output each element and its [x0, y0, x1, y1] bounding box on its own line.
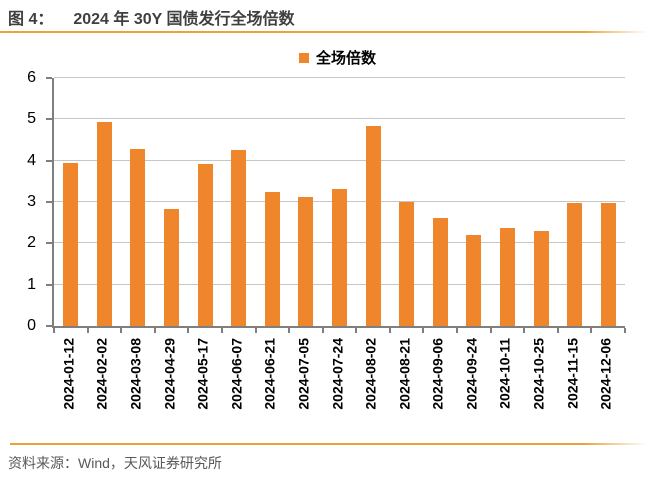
bar: [63, 162, 79, 326]
y-axis-tick-mark: [46, 118, 52, 121]
legend: 全场倍数: [52, 47, 623, 68]
x-axis-tick-mark: [388, 328, 391, 333]
x-axis-tick-mark: [556, 328, 559, 333]
y-axis-tick-label: 4: [27, 151, 36, 169]
bar: [231, 150, 247, 326]
figure-label: 图 4：: [8, 11, 54, 28]
legend-label: 全场倍数: [315, 50, 376, 67]
x-axis-tick-mark: [254, 328, 257, 333]
bar: [332, 188, 347, 326]
bar: [298, 197, 314, 326]
x-axis-tick-mark: [355, 328, 358, 333]
x-axis-tick-mark: [53, 328, 55, 333]
y-axis-tick-label: 0: [27, 317, 36, 334]
x-axis: 2024-01-12 2024-02-02 2024-03-08 2024-04-29…: [52, 338, 623, 440]
title-divider: [0, 31, 648, 33]
x-axis-tick-mark: [86, 328, 89, 333]
y-axis-tick-mark: [46, 201, 52, 203]
y-axis-tick-mark: [46, 77, 52, 79]
y-axis-tick-label: 6: [27, 69, 36, 86]
x-axis-label: 2024-03-08: [127, 338, 144, 410]
x-axis-tick-mark: [187, 328, 190, 333]
y-axis-tick-label: 5: [27, 110, 36, 128]
source-text: 资料来源：Wind，天风证券研究所: [8, 455, 222, 471]
x-axis-label: 2024-09-24: [463, 338, 480, 410]
x-axis-label: 2024-06-07: [228, 338, 245, 410]
x-axis-label: 2024-07-24: [328, 338, 345, 410]
x-axis-label: 2024-05-17: [194, 338, 211, 410]
x-axis-label: 2024-08-21: [395, 338, 412, 410]
bar: [600, 203, 616, 326]
x-axis-tick-mark: [288, 328, 291, 333]
y-axis-tick-mark: [46, 242, 52, 245]
x-axis-label: 2024-12-06: [597, 338, 614, 410]
bar: [130, 148, 146, 326]
x-axis-label: 2024-11-15: [563, 338, 580, 409]
y-axis-tick-mark: [46, 325, 52, 327]
y-axis-tick-label: 1: [27, 275, 36, 293]
x-axis-label: 2024-10-25: [530, 338, 547, 410]
x-axis-tick-mark: [489, 328, 492, 333]
legend-swatch-icon: [298, 52, 309, 63]
x-axis-tick-mark: [624, 328, 626, 333]
x-axis-label: 2024-09-06: [429, 338, 446, 410]
y-axis: 0 1 2 3 4 5 6: [0, 70, 52, 334]
x-axis-tick-mark: [153, 328, 156, 333]
bar: [164, 209, 180, 326]
x-axis-label: 2024-04-29: [160, 338, 177, 410]
gridline: [54, 77, 625, 78]
chart-header: 图 4： 2024 年 30Y 国债发行全场倍数: [8, 5, 294, 29]
bar: [432, 217, 448, 326]
x-axis-tick-mark: [422, 328, 425, 333]
x-axis-label: 2024-06-21: [261, 338, 278, 410]
x-axis-tick-mark: [456, 328, 459, 333]
y-axis-tick-label: 3: [27, 193, 36, 210]
bar: [399, 201, 415, 326]
y-axis-tick-mark: [46, 159, 52, 162]
bar: [197, 164, 213, 326]
gridline: [54, 159, 625, 161]
x-axis-tick-mark: [120, 328, 123, 333]
bar: [533, 231, 549, 326]
y-axis-tick-mark: [46, 283, 52, 286]
bar: [499, 228, 515, 326]
bar: [466, 235, 482, 326]
plot-area: [52, 77, 626, 333]
gridline: [54, 118, 625, 120]
x-axis-label: 2024-08-02: [362, 338, 379, 410]
x-axis-tick-mark: [590, 328, 593, 333]
x-axis-tick-mark: [321, 328, 324, 333]
x-axis-label: 2024-02-02: [93, 338, 110, 410]
bar: [264, 192, 280, 326]
x-axis-label: 2024-01-12: [60, 338, 77, 410]
x-axis-label: 2024-10-11: [496, 338, 513, 409]
footer-divider: [10, 443, 648, 445]
x-axis-tick-mark: [523, 328, 526, 333]
page-title: 2024 年 30Y 国债发行全场倍数: [73, 11, 295, 28]
bar: [96, 122, 112, 326]
y-axis-tick-label: 2: [27, 234, 36, 252]
bar: [567, 203, 583, 326]
x-axis-label: 2024-07-05: [295, 338, 312, 410]
bar: [365, 125, 381, 326]
x-axis-tick-mark: [220, 328, 223, 333]
